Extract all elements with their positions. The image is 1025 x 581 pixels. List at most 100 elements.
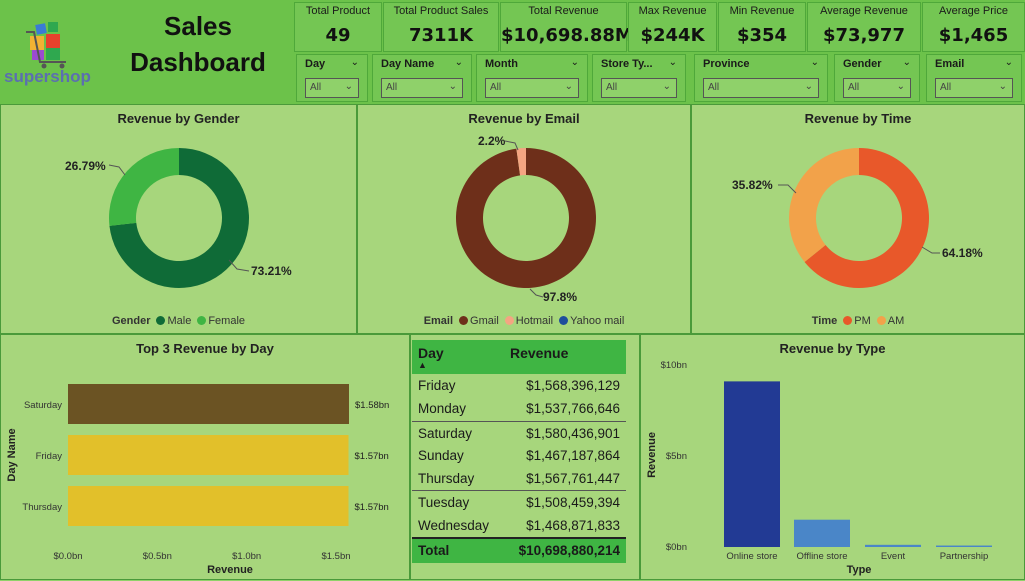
chevron-down-icon[interactable]: ⌄ — [810, 57, 819, 68]
male-pct-label: 73.21% — [251, 264, 292, 278]
email-donut — [456, 140, 596, 298]
chart-title: Top 3 Revenue by Day — [136, 341, 274, 356]
chevron-down-icon[interactable]: ⌄ — [570, 57, 579, 68]
svg-text:supershop: supershop — [4, 67, 91, 86]
data-label: $1.57bn — [355, 451, 389, 462]
gender-donut — [108, 148, 250, 288]
bar-event[interactable] — [865, 544, 921, 547]
kpi-average-revenue: Average Revenue $73,977 — [807, 2, 921, 52]
filter-day-name-select[interactable]: All ⌄ — [381, 78, 463, 98]
data-label: $1.57bn — [355, 502, 389, 513]
chevron-down-icon[interactable]: ⌄ — [668, 57, 677, 68]
y-tick-label: Thursday — [22, 502, 62, 513]
type-chart-panel: Revenue by Type $0bn $5bn $10bn Online stor… — [640, 334, 1025, 580]
chart-title: Revenue by Type — [779, 341, 886, 356]
bar-offline-store[interactable] — [794, 519, 850, 547]
leader-line — [778, 184, 797, 194]
bar-online-store[interactable] — [724, 381, 780, 547]
filter-email-select[interactable]: All ⌄ — [935, 78, 1013, 98]
data-label: $1.58bn — [355, 400, 389, 411]
kpi-total-product-sales: Total Product Sales 7311K — [383, 2, 499, 52]
y-axis-label: Revenue — [646, 432, 658, 478]
chevron-down-icon[interactable]: ⌄ — [1004, 57, 1013, 68]
chevron-down-icon: ⌄ — [448, 81, 457, 92]
table-row: Wednesday $1,468,871,833 — [412, 514, 626, 537]
chevron-down-icon: ⌄ — [564, 81, 573, 92]
table-row: Thursday $1,567,761,447 — [412, 467, 626, 490]
time-chart-panel: Revenue by Time 35.82% 64.18% Time PM AM — [691, 104, 1025, 334]
cell-revenue: $1,567,761,447 — [526, 471, 620, 487]
filter-province-select[interactable]: All ⌄ — [703, 78, 819, 98]
kpi-total-product: Total Product 49 — [294, 2, 382, 52]
table-row: Friday $1,568,396,129 — [412, 374, 626, 397]
bar-partnership[interactable] — [936, 545, 992, 547]
filter-day[interactable]: Day ⌄ All ⌄ — [296, 54, 368, 102]
cell-revenue: $1,537,766,646 — [526, 401, 620, 417]
donut-slice-gmail[interactable] — [456, 148, 596, 288]
chart-title: Revenue by Gender — [117, 111, 240, 126]
filter-label: Day Name — [381, 58, 435, 70]
y-tick-label: $0bn — [666, 542, 687, 553]
donut-slice-female[interactable] — [109, 148, 179, 226]
filter-label: Day — [305, 58, 326, 70]
chevron-down-icon: ⌄ — [662, 81, 671, 92]
kpi-total-revenue: Total Revenue $10,698.88M — [500, 2, 633, 52]
col-revenue-header[interactable]: Revenue — [510, 345, 569, 361]
cell-day: Wednesday — [418, 517, 490, 533]
filter-day-name[interactable]: Day Name ⌄ All ⌄ — [372, 54, 472, 102]
donut-slice-hotmail[interactable] — [516, 148, 526, 176]
bar-saturday[interactable] — [68, 384, 349, 424]
cell-day: Sunday — [418, 447, 464, 463]
filter-month[interactable]: Month ⌄ All ⌄ — [476, 54, 588, 102]
table-row: Tuesday $1,508,459,394 — [412, 490, 626, 513]
y-tick-label: $5bn — [666, 451, 687, 462]
filter-gender[interactable]: Gender ⌄ All ⌄ — [834, 54, 920, 102]
filter-month-select[interactable]: All ⌄ — [485, 78, 579, 98]
bar-thursday[interactable] — [68, 486, 349, 526]
filter-label: Month — [485, 58, 518, 70]
leader-line — [504, 140, 519, 151]
kpi-max-revenue: Max Revenue $244K — [628, 2, 717, 52]
col-day-header[interactable]: Day — [418, 345, 444, 361]
chevron-down-icon[interactable]: ⌄ — [454, 57, 463, 68]
time-legend: Time PM AM — [811, 315, 905, 327]
x-tick-label: Offline store — [796, 551, 847, 562]
filter-store-type[interactable]: Store Ty... ⌄ All ⌄ — [592, 54, 686, 102]
x-axis-label: Revenue — [207, 564, 253, 576]
cell-day: Tuesday — [418, 495, 470, 511]
type-bar-chart: $0bn $5bn $10bn Online store Offline store Ev… — [646, 360, 992, 576]
table-row: Saturday $1,580,436,901 — [412, 420, 626, 444]
filter-label: Email — [935, 58, 965, 70]
x-tick-label: Online store — [726, 551, 777, 562]
pm-pct-label: 64.18% — [942, 246, 983, 260]
chart-title: Revenue by Email — [468, 111, 580, 126]
filter-email[interactable]: Email ⌄ All ⌄ — [926, 54, 1022, 102]
donut-slice-pm[interactable] — [804, 148, 929, 288]
time-donut — [778, 148, 940, 288]
x-tick-label: Partnership — [940, 551, 989, 562]
bar-friday[interactable] — [68, 435, 349, 475]
gender-legend: Gender Male Female — [111, 315, 246, 327]
filter-store-type-select[interactable]: All ⌄ — [601, 78, 677, 98]
top3-day-bar-chart: Saturday $1.58bn Friday $1.57bn Thursday $1.5… — [6, 384, 389, 576]
chevron-down-icon[interactable]: ⌄ — [902, 57, 911, 68]
page-title: Sales Dashboard — [130, 11, 266, 77]
filter-province[interactable]: Province ⌄ All ⌄ — [694, 54, 828, 102]
leader-line — [529, 288, 544, 298]
chevron-down-icon[interactable]: ⌄ — [350, 57, 359, 68]
chart-title: Revenue by Time — [804, 111, 912, 126]
chevron-down-icon: ⌄ — [896, 81, 905, 92]
filter-label: Store Ty... — [601, 58, 653, 70]
table-header: Day ▲ Revenue — [412, 340, 626, 374]
leader-line — [921, 246, 940, 254]
filter-gender-select[interactable]: All ⌄ — [843, 78, 911, 98]
filter-day-select[interactable]: All ⌄ — [305, 78, 359, 98]
donut-slice-male[interactable] — [109, 148, 250, 288]
donut-slice-am[interactable] — [789, 148, 859, 263]
female-pct-label: 26.79% — [65, 159, 106, 173]
cell-day: Friday — [418, 378, 456, 393]
sort-asc-icon[interactable]: ▲ — [418, 360, 427, 370]
cell-revenue: $1,468,871,833 — [526, 517, 620, 533]
kpi-min-revenue: Min Revenue $354 — [718, 2, 806, 52]
x-tick-label: $0.5bn — [143, 551, 172, 562]
